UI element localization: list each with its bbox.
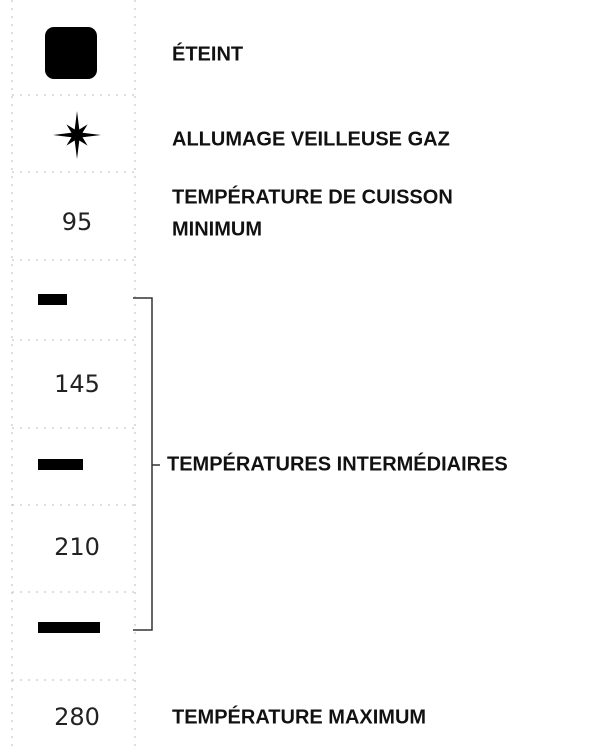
label: MINIMUM: [172, 218, 262, 240]
temperature-number: 95: [62, 208, 93, 236]
level-bar: [38, 294, 67, 305]
level-bar: [38, 622, 100, 633]
off-symbol: [45, 27, 97, 79]
label: TEMPÉRATURE MAXIMUM: [172, 705, 426, 728]
temperature-number: 210: [54, 533, 100, 561]
label: TEMPÉRATURE DE CUISSON: [172, 185, 453, 208]
label: ALLUMAGE VEILLEUSE GAZ: [172, 128, 450, 150]
ignition-star: [53, 111, 101, 159]
level-bar: [38, 459, 83, 470]
dotted-grid: [11, 0, 136, 749]
label: TEMPÉRATURES INTERMÉDIAIRES: [167, 452, 508, 475]
label: ÉTEINT: [172, 42, 243, 65]
temperature-number: 145: [54, 370, 100, 398]
temperature-number: 280: [54, 703, 100, 731]
bracket: [133, 297, 160, 631]
